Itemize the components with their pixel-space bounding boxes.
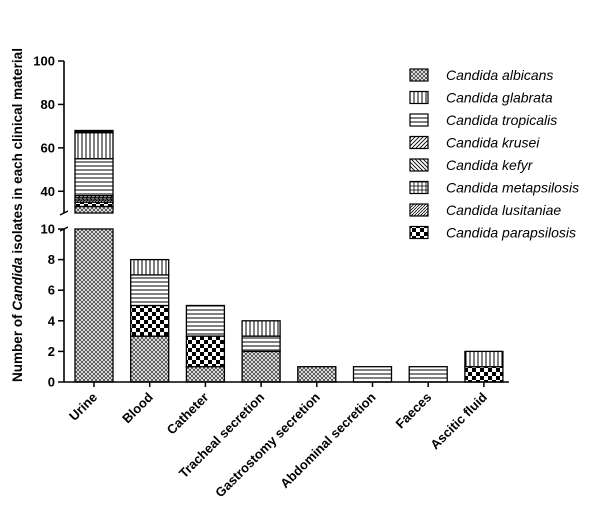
bar-segment — [74, 158, 114, 197]
bar-segment — [185, 366, 226, 383]
legend: Candida albicans Candida glabrata Candida … — [409, 67, 579, 241]
y-tick-label: 6 — [48, 283, 55, 298]
bar-segment — [130, 335, 170, 383]
bar-segments — [74, 129, 504, 383]
legend-swatch — [409, 158, 429, 172]
legend-swatch — [409, 180, 429, 195]
y-tick-label: 4 — [48, 313, 56, 328]
axis-break-mark — [59, 210, 69, 216]
bar-segment — [241, 335, 281, 353]
x-category-label: Blood — [119, 389, 156, 426]
bar-segment — [130, 274, 170, 307]
bar-segment — [130, 258, 170, 276]
bar-segment — [297, 366, 337, 383]
bar-segment — [185, 304, 226, 337]
y-axis-label: Number of Candida isolates in each clini… — [10, 48, 25, 382]
x-category-label: Faeces — [393, 390, 435, 432]
legend-swatch — [409, 225, 429, 240]
legend-label: Candida glabrata — [446, 90, 553, 106]
x-category-label: Catheter — [164, 390, 212, 438]
legend-label: Candida tropicalis — [446, 112, 557, 128]
legend-label: Candida parapsilosis — [446, 225, 576, 241]
bar-segment — [74, 205, 114, 214]
bar-segment — [464, 366, 504, 383]
legend-swatch — [409, 113, 429, 127]
y-tick-label: 40 — [41, 184, 55, 199]
bar-segment — [74, 129, 114, 134]
bar-segment — [241, 350, 281, 383]
bar-segment — [464, 350, 504, 368]
legend-swatch — [409, 68, 429, 82]
legend-swatch — [409, 135, 429, 150]
legend-label: Candida albicans — [446, 67, 553, 83]
bar-segment — [408, 366, 448, 383]
y-tick-label: 60 — [41, 140, 55, 155]
axes — [58, 60, 509, 387]
bar-segment — [130, 304, 170, 337]
y-tick-labels: 0 2 4 6 8 10 40 60 80 100 — [33, 54, 55, 390]
bar-segment — [74, 228, 114, 383]
legend-swatch — [409, 90, 429, 105]
legend-label: Candida lusitaniae — [446, 202, 561, 218]
y-tick-label: 100 — [33, 54, 55, 69]
x-category-label: Ascitic fluid — [427, 389, 490, 452]
legend-swatch — [409, 203, 429, 217]
x-category-label: Urine — [66, 390, 100, 424]
bar-segment — [74, 132, 114, 160]
legend-label: Candida krusei — [446, 135, 540, 151]
x-category-label: Gastrostomy secretion — [212, 389, 323, 500]
y-tick-label: 8 — [48, 252, 55, 267]
bar-segment — [352, 366, 393, 383]
y-tick-label: 10 — [41, 222, 55, 237]
legend-label: Candida metapsilosis — [446, 180, 579, 196]
bar-segment — [185, 335, 226, 368]
bar-segment — [74, 201, 114, 208]
y-tick-label: 80 — [41, 97, 55, 112]
bar-segment — [241, 320, 281, 337]
y-tick-label: 0 — [48, 375, 55, 390]
x-category-label: Abdominal secretion — [277, 389, 379, 491]
legend-label: Candida kefyr — [446, 157, 534, 173]
y-tick-label: 2 — [48, 344, 55, 359]
